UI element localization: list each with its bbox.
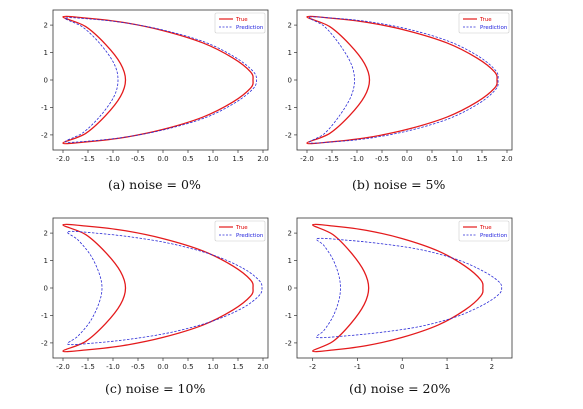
legend-label: Prediction (236, 25, 264, 31)
y-tick-label: 1 (44, 49, 48, 57)
x-tick-label: 1.0 (207, 155, 218, 163)
x-tick-label: -2.0 (56, 155, 70, 163)
x-tick-label: -2.0 (56, 363, 70, 371)
prediction-curve-d (315, 237, 503, 339)
x-tick-label: -1.0 (106, 363, 120, 371)
y-tick-label: 1 (288, 257, 292, 265)
x-tick-label: 0.0 (401, 155, 412, 163)
y-tick-label: 1 (288, 49, 292, 57)
y-tick-label: -2 (41, 339, 48, 347)
true-curve-c (62, 223, 254, 353)
x-tick-label: 0.5 (426, 155, 437, 163)
prediction-curve-b (309, 16, 499, 144)
y-tick-label: -2 (41, 131, 48, 139)
y-tick-label: -1 (41, 312, 48, 320)
legend-label: Prediction (480, 25, 508, 31)
x-tick-label: 2.0 (257, 155, 268, 163)
y-tick-label: 2 (288, 230, 292, 238)
legend-box-d (458, 220, 510, 242)
y-tick-label: 0 (288, 285, 292, 293)
legend-label: True (479, 17, 492, 23)
x-tick-label: -2.0 (300, 155, 314, 163)
chart-b: -2.0 -1.5 -1.0 -0.5 0.0 0.5 1.0 1.5 2.0 -2 -1 0 1 2 Tr… (285, 9, 513, 163)
caption-d: (d) noise = 20% (349, 381, 451, 396)
y-tick-label: -1 (285, 312, 292, 320)
x-tick-label: 0.0 (157, 363, 168, 371)
x-tick-label: -1.5 (325, 155, 339, 163)
x-tick-label: 2.0 (501, 155, 512, 163)
x-tick-label: -1 (354, 363, 361, 371)
x-tick-label: -1.0 (350, 155, 364, 163)
y-tick-label: 0 (288, 77, 292, 85)
y-tick-label: 0 (44, 285, 48, 293)
y-tick-label: 2 (288, 22, 292, 30)
axes-frame-b (296, 9, 513, 151)
x-tick-label: 0.0 (157, 155, 168, 163)
legend-box-a (214, 12, 266, 34)
legend-label: True (479, 225, 492, 231)
x-tick-label: 1.5 (476, 155, 487, 163)
x-tick-label: -1.0 (106, 155, 120, 163)
true-curve-a (62, 15, 254, 145)
y-tick-label: 0 (44, 77, 48, 85)
x-tick-label: -0.5 (375, 155, 389, 163)
true-curve-b (306, 15, 498, 145)
chart-d: -2 -1 0 1 2 -2 -1 0 1 2 True Prediction (285, 217, 513, 371)
legend-label: True (235, 225, 248, 231)
y-tick-label: -1 (285, 104, 292, 112)
legend-label: Prediction (480, 233, 508, 239)
x-tick-label: 2.0 (257, 363, 268, 371)
x-tick-label: 0.5 (182, 155, 193, 163)
y-tick-label: -1 (41, 104, 48, 112)
legend-label: True (235, 17, 248, 23)
y-tick-label: 2 (44, 22, 48, 30)
legend-box-b (458, 12, 510, 34)
x-tick-label: 1 (445, 363, 449, 371)
x-tick-label: 0 (400, 363, 404, 371)
y-tick-label: -2 (285, 131, 292, 139)
caption-c: (c) noise = 10% (105, 381, 206, 396)
legend-label: Prediction (236, 233, 264, 239)
chart-a: -2.0 -1.5 -1.0 -0.5 0.0 0.5 1.0 1.5 2.0 -2 -1 0 1 2 Tr… (41, 9, 269, 163)
legend-box-c (214, 220, 266, 242)
caption-a: (a) noise = 0% (108, 177, 201, 192)
x-tick-label: 0.5 (182, 363, 193, 371)
x-tick-label: 1.5 (232, 155, 243, 163)
true-curve-d (312, 223, 484, 353)
y-tick-label: 2 (44, 230, 48, 238)
x-tick-label: 2 (490, 363, 494, 371)
x-tick-label: -1.5 (81, 363, 95, 371)
caption-b: (b) noise = 5% (352, 177, 446, 192)
x-tick-label: 1.0 (451, 155, 462, 163)
x-tick-label: -0.5 (131, 155, 145, 163)
x-tick-label: -1.5 (81, 155, 95, 163)
y-tick-label: -2 (285, 339, 292, 347)
x-tick-label: 1.0 (207, 363, 218, 371)
chart-c: -2.0 -1.5 -1.0 -0.5 0.0 0.5 1.0 1.5 2.0 -2 -1 0 1 2 Tr… (41, 217, 269, 371)
y-tick-label: 1 (44, 257, 48, 265)
x-tick-label: -2 (309, 363, 316, 371)
axes-frame-a (52, 9, 269, 151)
x-tick-label: 1.5 (232, 363, 243, 371)
x-tick-label: -0.5 (131, 363, 145, 371)
